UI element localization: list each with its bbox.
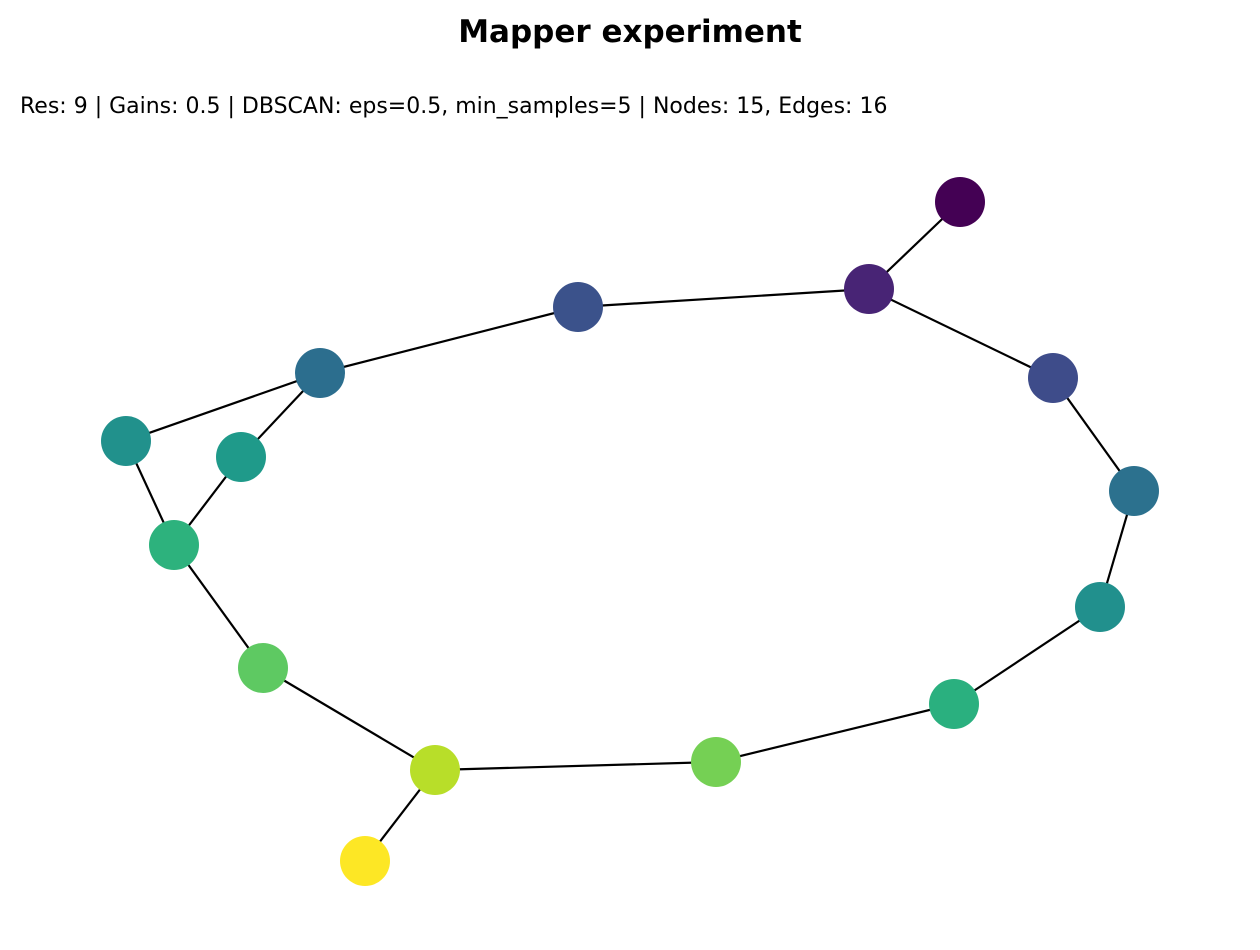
graph-node: [238, 643, 288, 693]
graph-node: [935, 177, 985, 227]
graph-node: [1109, 466, 1159, 516]
graph-node: [149, 520, 199, 570]
graph-edge: [319, 305, 579, 375]
graph-edge: [434, 760, 717, 772]
graph-edge: [262, 667, 436, 771]
graph-edge: [173, 544, 264, 669]
graph-nodes: [101, 177, 1159, 886]
graph-node: [101, 416, 151, 466]
graph-node: [216, 432, 266, 482]
graph-edge: [953, 606, 1101, 705]
figure-subtitle: Res: 9 | Gains: 0.5 | DBSCAN: eps=0.5, m…: [20, 94, 888, 119]
figure-title: Mapper experiment: [458, 14, 802, 50]
graph-node: [1075, 582, 1125, 632]
graph-node: [844, 264, 894, 314]
graph-node: [1028, 353, 1078, 403]
graph-node: [295, 348, 345, 398]
graph-edge: [868, 288, 1054, 379]
graph-edges: [125, 201, 1136, 862]
graph-node: [691, 737, 741, 787]
graph-node: [929, 679, 979, 729]
graph-node: [410, 745, 460, 795]
graph-edge: [577, 287, 870, 309]
graph-edge: [125, 371, 321, 443]
graph-node: [340, 836, 390, 886]
graph-node: [553, 282, 603, 332]
graph-edge: [715, 702, 955, 764]
